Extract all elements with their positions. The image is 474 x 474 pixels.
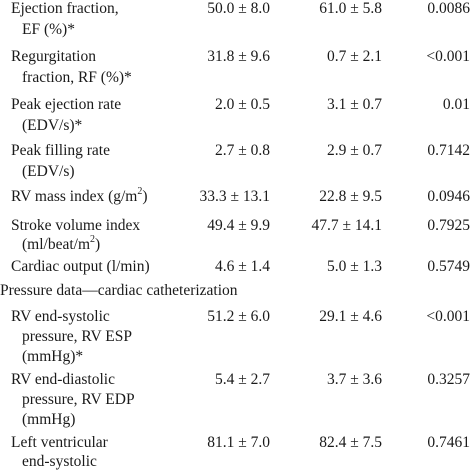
row-label-lv-es-line1: Left ventricular [11,434,108,451]
cell-lves-group1: 81.1 ± 7.0 [207,434,270,451]
cell-lves-pvalue: 0.7461 [427,434,470,451]
cell-co-group1: 4.6 ± 1.4 [214,258,270,275]
row-label-rv-edp-line3: (mmHg) [22,411,76,428]
row-label-rv-edp-line2: pressure, RV EDP [22,391,135,408]
row-label-peak-filling-line1: Peak filling rate [11,142,110,159]
cell-rvmi-group1: 33.3 ± 13.1 [199,188,270,205]
row-label-ejection-fraction-line1: Ejection fraction, [11,0,119,17]
row-label-rv-edp-line1: RV end-diastolic [11,371,115,388]
cell-rvmi-group2: 22.8 ± 9.5 [319,188,382,205]
cell-ef-group1: 50.0 ± 8.0 [207,0,270,17]
row-label-rv-esp-line1: RV end-systolic [11,308,110,325]
row-label-peak-ejection-line2: (EDV/s)* [22,117,83,134]
cell-rvmi-pvalue: 0.0946 [427,188,470,205]
cell-per-group1: 2.0 ± 0.5 [214,96,270,113]
row-label-peak-filling-line2: (EDV/s) [22,163,75,180]
cell-rf-group2: 0.7 ± 2.1 [326,48,382,65]
cell-lves-group2: 82.4 ± 7.5 [319,434,382,451]
section-header-pressure-data: Pressure data—cardiac catheterization [0,282,238,299]
row-label-stroke-volume-line1: Stroke volume index [11,217,141,234]
cell-rvedp-group2: 3.7 ± 3.6 [326,371,382,388]
cell-svi-group2: 47.7 ± 14.1 [311,217,382,234]
cell-pfr-group2: 2.9 ± 0.7 [326,142,382,159]
cell-ef-pvalue: 0.0086 [427,0,470,17]
cell-rf-group1: 31.8 ± 9.6 [207,48,270,65]
row-label-cardiac-output: Cardiac output (l/min) [11,258,150,275]
row-label-stroke-volume-line2: (ml/beat/m2) [22,233,101,253]
superscript: 2 [90,233,96,245]
cell-svi-pvalue: 0.7925 [427,217,470,234]
superscript: 2 [137,185,143,197]
row-label-lv-es-line2: end-systolic [22,453,97,470]
row-label-regurgitation-line2: fraction, RF (%)* [22,69,132,86]
cell-rf-pvalue: <0.001 [426,48,470,65]
cell-svi-group1: 49.4 ± 9.9 [207,217,270,234]
row-label-rv-esp-line2: pressure, RV ESP [22,328,132,345]
cell-pfr-group1: 2.7 ± 0.8 [214,142,270,159]
cell-rvesp-pvalue: <0.001 [426,308,470,325]
row-label-regurgitation-line1: Regurgitation [11,48,96,65]
cell-per-pvalue: 0.01 [442,96,470,113]
cell-co-pvalue: 0.5749 [427,258,470,275]
cell-rvesp-group1: 51.2 ± 6.0 [207,308,270,325]
cell-pfr-pvalue: 0.7142 [427,142,470,159]
cell-rvesp-group2: 29.1 ± 4.6 [319,308,382,325]
row-label-rv-esp-line3: (mmHg)* [22,348,84,365]
cell-co-group2: 5.0 ± 1.3 [326,258,382,275]
row-label-peak-ejection-line1: Peak ejection rate [11,96,122,113]
cell-per-group2: 3.1 ± 0.7 [326,96,382,113]
cell-rvedp-group1: 5.4 ± 2.7 [214,371,270,388]
cell-ef-group2: 61.0 ± 5.8 [319,0,382,17]
row-label-rv-mass-index: RV mass index (g/m2) [11,185,148,205]
cell-rvedp-pvalue: 0.3257 [427,371,470,388]
row-label-ejection-fraction-line2: EF (%)* [22,21,75,38]
